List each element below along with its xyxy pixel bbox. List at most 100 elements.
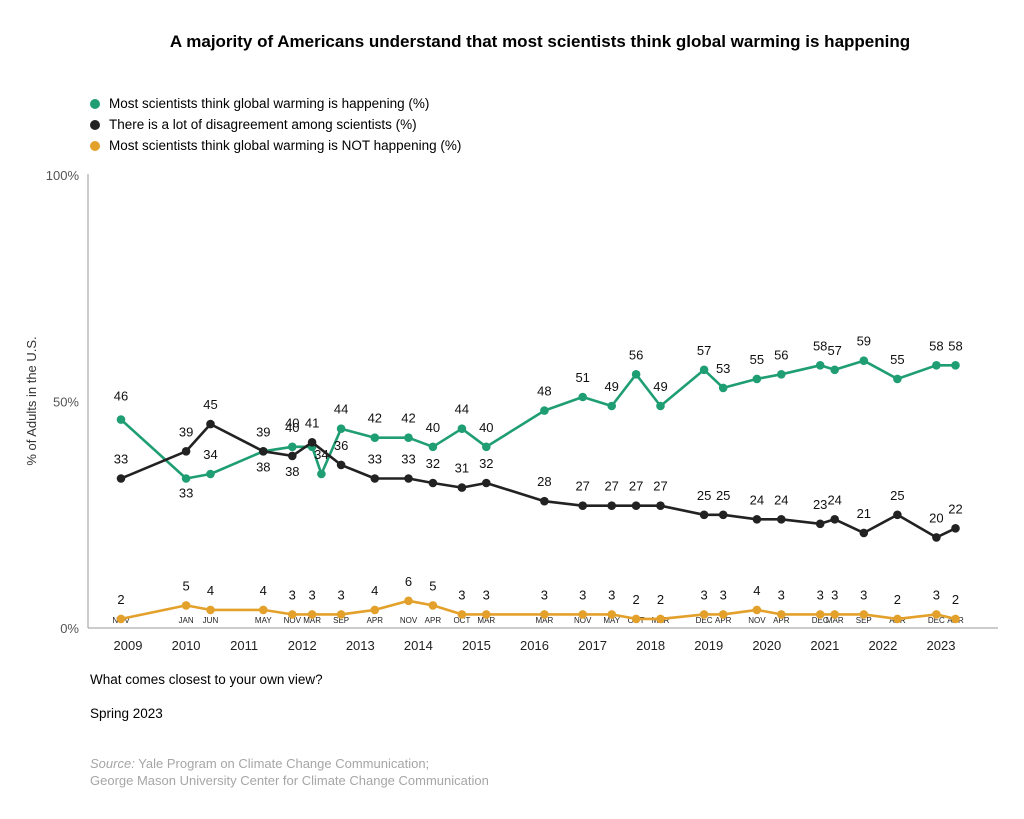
survey-period: Spring 2023	[90, 706, 163, 721]
data-point	[830, 610, 839, 619]
x-month-label: APR	[715, 616, 732, 625]
data-point	[317, 469, 326, 479]
data-point	[370, 433, 380, 443]
data-point	[578, 610, 587, 619]
data-label: 34	[203, 447, 217, 462]
data-point	[752, 374, 762, 384]
data-point	[288, 451, 297, 461]
data-point	[830, 365, 839, 375]
data-label: 3	[831, 587, 838, 602]
data-point	[457, 424, 467, 434]
x-year-label: 2011	[230, 638, 258, 653]
legend-item-not-happening: Most scientists think global warming is …	[90, 135, 461, 156]
data-label: 24	[827, 492, 841, 507]
data-point	[777, 515, 786, 524]
x-month-label: DEC	[928, 616, 945, 625]
data-label: 58	[929, 338, 943, 353]
data-point	[336, 424, 346, 434]
data-label: 39	[256, 424, 270, 439]
series-2: 25 4 4 3 3 3 46 53 3 3 3 3 2 2 3 3 4 3 3 3 3 2 3 2	[116, 574, 960, 624]
series-line	[120, 359, 956, 480]
chart-axes: 0% 50% 100% % of Adults in the U.S. 2009 2010…	[24, 168, 998, 653]
x-year-label: 2013	[346, 638, 375, 653]
legend-label-not-happening: Most scientists think global warming is …	[109, 138, 462, 153]
data-label: 24	[750, 492, 764, 507]
x-year-label: 2018	[636, 638, 665, 653]
data-point	[457, 483, 467, 492]
x-year-label: 2022	[868, 638, 897, 653]
x-year-label: 2016	[520, 638, 549, 653]
legend: Most scientists think global warming is …	[90, 93, 461, 156]
x-month-label: APR	[425, 616, 442, 625]
legend-item-disagreement: There is a lot of disagreement among sci…	[90, 114, 461, 135]
x-month-label: SEP	[856, 616, 872, 625]
data-point	[370, 605, 380, 615]
x-month-label: NOV	[400, 616, 418, 625]
data-label: 49	[653, 379, 667, 394]
data-point	[752, 515, 762, 524]
legend-marker-orange	[90, 140, 100, 151]
data-point	[859, 610, 869, 619]
data-point	[631, 370, 641, 379]
data-label: 25	[697, 488, 711, 503]
x-month-label: MAR	[477, 616, 495, 625]
data-label: 2	[894, 592, 901, 607]
data-label: 3	[458, 587, 465, 602]
data-label: 27	[604, 479, 618, 494]
data-point	[718, 610, 728, 619]
data-point	[336, 460, 346, 470]
x-year-label: 2020	[752, 638, 781, 653]
legend-label-disagreement: There is a lot of disagreement among sci…	[109, 117, 417, 132]
data-point	[540, 406, 549, 415]
data-point	[859, 356, 869, 366]
data-label: 27	[575, 479, 589, 494]
data-point	[370, 474, 380, 483]
x-year-label: 2015	[462, 638, 491, 653]
data-point	[607, 610, 616, 619]
series-1: 33 39 45 39 38 41 36 33 33 32 31 32 28 27 27 27 27 25 25 24…	[114, 397, 963, 542]
data-label: 23	[813, 497, 827, 512]
x-month-label: MAR	[303, 616, 321, 625]
data-label: 2	[952, 592, 959, 607]
data-label: 56	[629, 347, 643, 362]
data-label: 25	[890, 488, 904, 503]
x-month-label: MAY	[255, 616, 272, 625]
x-year-label: 2014	[404, 638, 433, 653]
data-point	[259, 605, 268, 615]
data-label: 57	[697, 343, 711, 358]
data-point	[607, 501, 616, 511]
data-point	[578, 501, 587, 511]
data-label: 58	[948, 338, 962, 353]
x-year-label: 2017	[578, 638, 607, 653]
data-label: 39	[179, 424, 193, 439]
data-label: 5	[429, 578, 436, 593]
data-label: 40	[479, 420, 493, 435]
data-point	[404, 596, 413, 606]
data-point	[893, 374, 902, 384]
source-note: Source: Yale Program on Climate Change C…	[90, 755, 489, 789]
data-point	[181, 601, 191, 610]
data-label: 51	[575, 370, 589, 385]
data-point	[951, 361, 960, 370]
data-point	[932, 610, 941, 619]
data-label: 3	[337, 587, 344, 602]
data-point	[116, 415, 126, 424]
data-label: 48	[537, 384, 551, 399]
x-year-label: 2009	[114, 638, 143, 653]
data-label: 32	[426, 456, 440, 471]
data-label: 40	[426, 420, 440, 435]
data-point	[336, 610, 346, 619]
y-tick-label: 0%	[60, 621, 79, 636]
data-point	[116, 614, 126, 624]
data-label: 3	[700, 587, 707, 602]
data-label: 59	[857, 334, 871, 349]
x-year-label: 2012	[288, 638, 317, 653]
x-month-label: DEC	[696, 616, 713, 625]
data-label: 27	[653, 479, 667, 494]
data-label: 3	[541, 587, 548, 602]
data-point	[307, 438, 317, 447]
data-point	[206, 419, 215, 429]
source-line-1: Yale Program on Climate Change Communica…	[138, 756, 430, 771]
